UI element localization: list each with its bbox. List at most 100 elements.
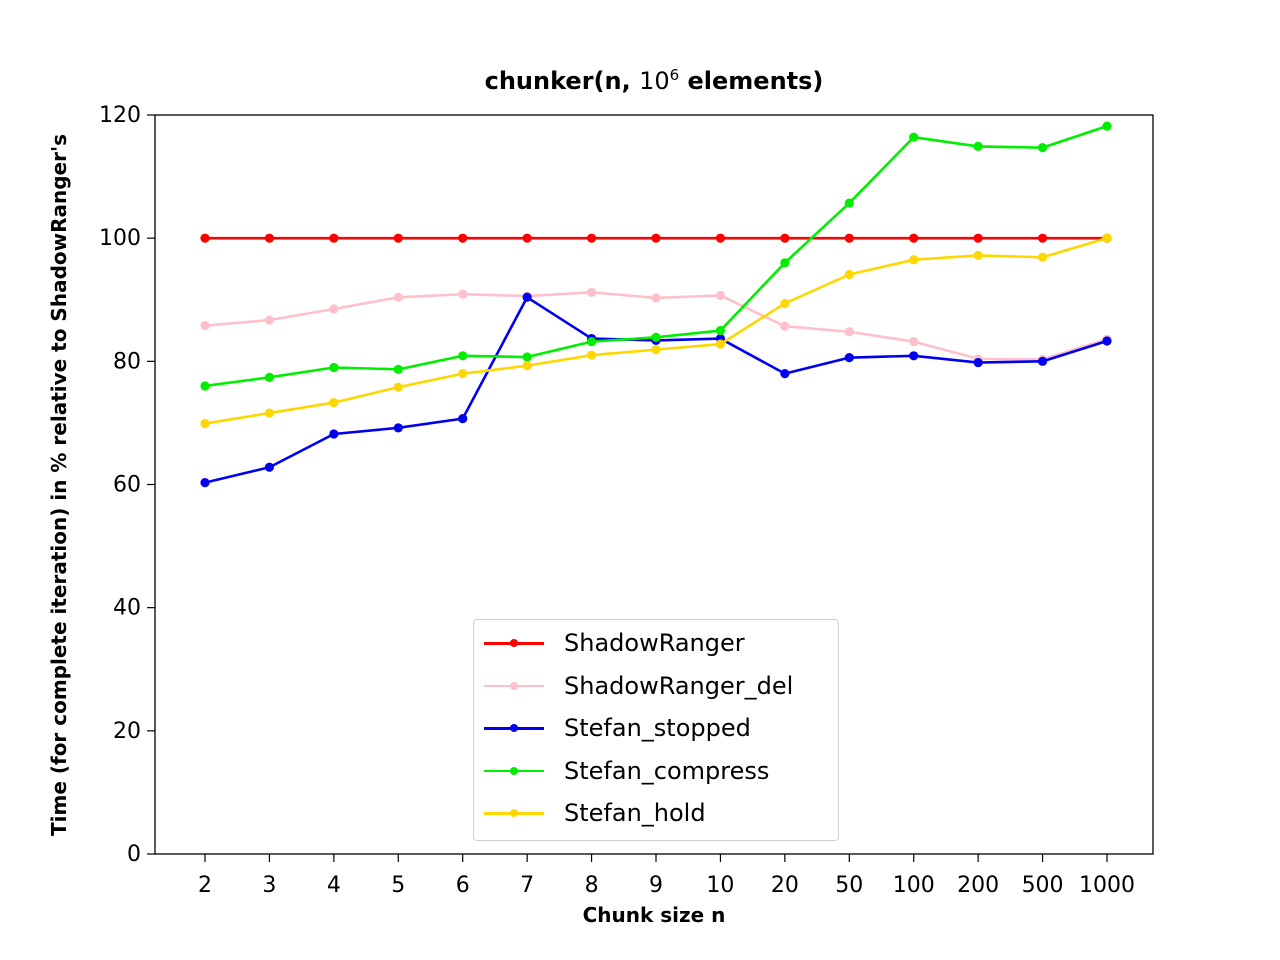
x-tick-label: 50	[835, 873, 863, 898]
data-point	[393, 364, 403, 374]
legend-swatch	[484, 671, 544, 701]
y-tick-label: 80	[113, 349, 141, 374]
x-tick-label: 200	[957, 873, 999, 898]
legend-entry: ShadowRanger	[484, 628, 745, 658]
data-point	[522, 352, 532, 362]
data-point	[909, 255, 919, 265]
data-point	[586, 337, 597, 347]
x-tick-label: 5	[391, 873, 405, 898]
data-point	[586, 233, 597, 243]
data-point	[329, 304, 339, 314]
chart-title-prefix: chunker(n,	[484, 67, 640, 95]
data-point	[264, 408, 275, 418]
y-tick-label: 60	[113, 473, 141, 498]
data-point	[973, 250, 983, 261]
data-point	[458, 351, 468, 361]
chart-title-suffix: elements)	[679, 67, 824, 95]
x-tick-label: 500	[1022, 873, 1064, 898]
data-point	[393, 292, 403, 302]
series-line-Stefan_hold	[204, 236, 1108, 425]
legend-entry: Stefan_compress	[484, 756, 769, 786]
data-point	[1102, 336, 1112, 346]
data-point	[393, 233, 403, 243]
data-point	[780, 298, 790, 309]
x-tick-label: 6	[456, 873, 470, 898]
data-point	[1037, 252, 1048, 262]
data-point	[522, 233, 532, 243]
data-point	[844, 327, 854, 337]
data-point	[1037, 356, 1048, 366]
x-tick-label: 9	[649, 873, 663, 898]
data-point	[1037, 233, 1048, 243]
data-point	[200, 418, 210, 429]
x-tick-label: 4	[327, 873, 341, 898]
data-point	[264, 372, 275, 382]
data-point	[458, 369, 468, 379]
data-point	[1037, 143, 1048, 153]
legend: ShadowRanger ShadowRanger_del Stefan_stopp…	[473, 619, 839, 841]
y-axis-label: Time (for complete iteration) in % relat…	[47, 133, 71, 837]
data-point	[329, 362, 339, 373]
data-point	[780, 258, 790, 268]
x-tick-label: 7	[520, 873, 534, 898]
x-tick-label: 20	[771, 873, 799, 898]
data-point	[264, 233, 275, 243]
data-point	[200, 478, 210, 488]
y-tick-label: 20	[113, 719, 141, 744]
y-tick-label: 40	[113, 596, 141, 621]
x-axis-label: Chunk size n	[582, 903, 726, 927]
data-point	[715, 290, 726, 301]
data-point	[586, 350, 597, 360]
chart-title-base: 10	[639, 67, 670, 95]
data-point	[973, 233, 983, 243]
legend-swatch	[484, 713, 544, 743]
legend-label: Stefan_stopped	[564, 714, 751, 742]
legend-entry: ShadowRanger_del	[484, 671, 793, 701]
data-point	[844, 353, 854, 363]
data-point	[329, 397, 339, 408]
legend-label: ShadowRanger_del	[564, 671, 794, 700]
data-point	[458, 289, 468, 299]
x-tick-label: 3	[262, 873, 276, 898]
data-point	[651, 233, 661, 243]
x-tick-label: 2	[198, 873, 212, 898]
data-point	[522, 292, 532, 302]
series-line-Stefan_stopped	[204, 295, 1108, 484]
data-point	[329, 233, 339, 243]
data-point	[909, 337, 919, 347]
data-point	[651, 293, 661, 303]
x-tick-label: 100	[893, 873, 935, 898]
data-point	[264, 462, 275, 472]
legend-label: ShadowRanger	[564, 629, 745, 657]
data-point	[329, 429, 339, 439]
data-point	[844, 198, 854, 208]
data-point	[715, 325, 726, 336]
data-point	[844, 233, 854, 243]
data-point	[973, 141, 983, 152]
data-point	[1102, 121, 1112, 131]
data-point	[651, 332, 661, 342]
legend-label: Stefan_hold	[564, 799, 706, 827]
y-tick-label: 100	[99, 226, 141, 251]
data-point	[458, 414, 468, 424]
x-tick-label: 10	[706, 873, 734, 898]
x-tick-label: 8	[585, 873, 599, 898]
chart-title-exponent: 6	[669, 66, 680, 84]
legend-swatch	[484, 798, 544, 828]
data-point	[909, 233, 919, 243]
data-point	[909, 132, 919, 142]
data-point	[393, 382, 403, 392]
legend-swatch	[484, 628, 544, 658]
data-point	[522, 361, 532, 371]
y-tick-label: 120	[99, 103, 141, 128]
data-point	[780, 321, 790, 331]
y-tick-label: 0	[127, 842, 141, 867]
data-point	[200, 233, 210, 243]
data-point	[973, 357, 983, 368]
chart-title: chunker(n, 106 elements)	[155, 66, 1153, 95]
data-point	[715, 339, 726, 349]
legend-entry: Stefan_stopped	[484, 713, 751, 743]
x-tick-label: 1000	[1079, 873, 1135, 898]
data-point	[200, 381, 210, 391]
data-point	[200, 321, 210, 331]
